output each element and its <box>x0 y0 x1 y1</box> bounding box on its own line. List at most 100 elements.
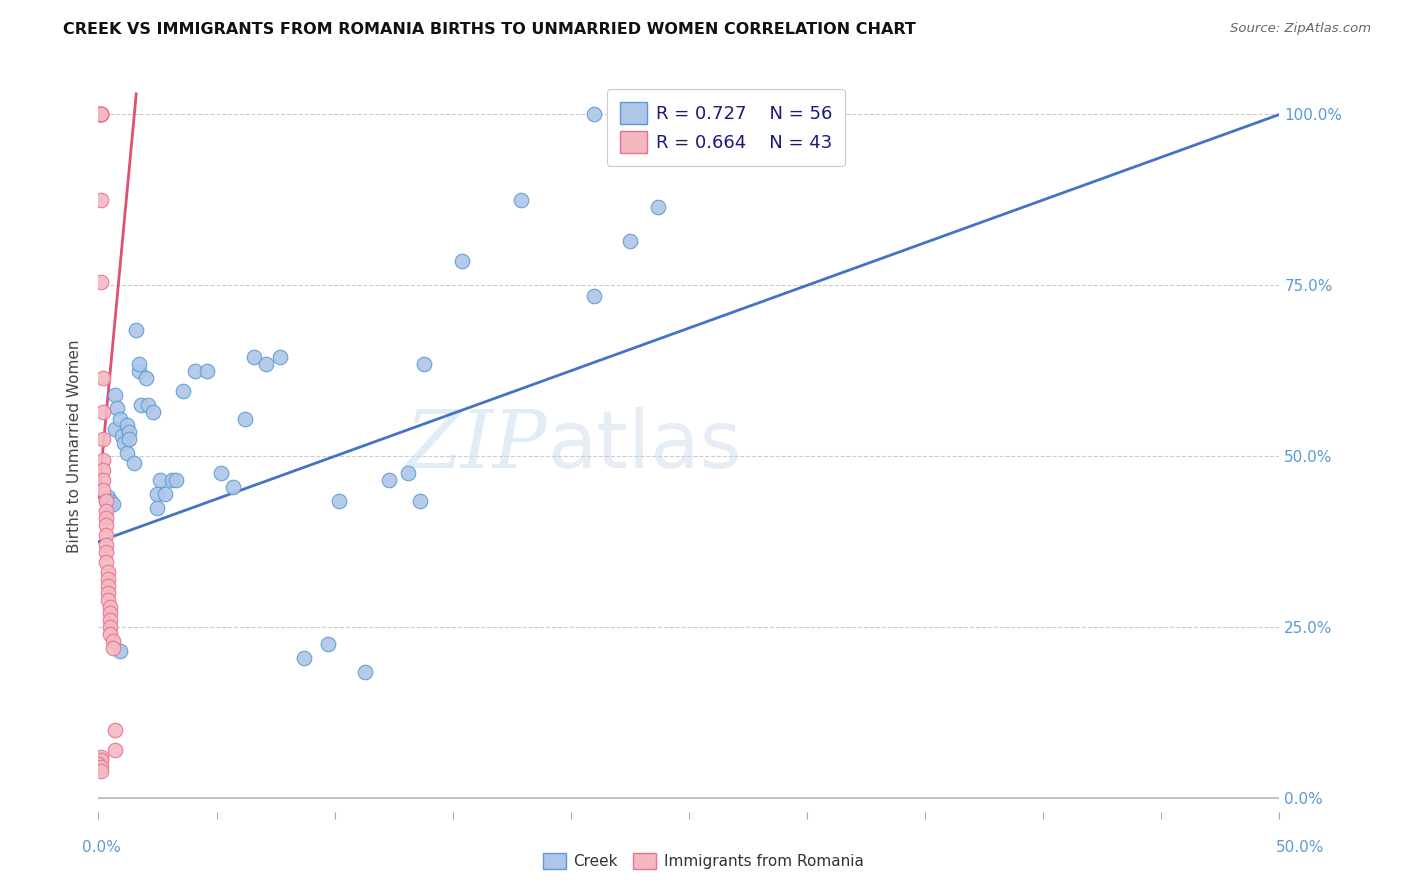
Point <box>118 432 141 446</box>
Point <box>97 592 120 607</box>
Text: 0.0%: 0.0% <box>82 840 121 855</box>
Point <box>165 473 187 487</box>
Point <box>94 510 117 524</box>
Point <box>135 370 157 384</box>
Point <box>90 107 112 121</box>
Point <box>90 760 112 774</box>
Point <box>146 487 169 501</box>
Point <box>118 425 141 440</box>
Point <box>269 350 291 364</box>
Point <box>408 493 430 508</box>
Point <box>647 200 669 214</box>
Point <box>90 193 112 207</box>
Point <box>583 107 606 121</box>
Point <box>104 743 127 757</box>
Point <box>128 364 150 378</box>
Point <box>98 607 121 621</box>
Point <box>91 370 114 384</box>
Point <box>94 538 117 552</box>
Point <box>209 467 232 481</box>
Point <box>115 446 138 460</box>
Point <box>98 627 121 641</box>
Point <box>184 364 207 378</box>
Point <box>172 384 194 399</box>
Text: 50.0%: 50.0% <box>1277 840 1324 855</box>
Point <box>94 493 117 508</box>
Point <box>98 613 121 627</box>
Point <box>87 107 110 121</box>
Point <box>97 572 120 586</box>
Point <box>142 405 165 419</box>
Point <box>90 107 112 121</box>
Text: atlas: atlas <box>547 407 741 485</box>
Point <box>101 633 124 648</box>
Point <box>105 401 128 416</box>
Point <box>94 528 117 542</box>
Point <box>90 275 112 289</box>
Point <box>91 452 114 467</box>
Point <box>451 254 474 268</box>
Point <box>101 640 124 655</box>
Point <box>90 107 112 121</box>
Point <box>396 467 419 481</box>
Point <box>378 473 401 487</box>
Point <box>146 500 169 515</box>
Text: CREEK VS IMMIGRANTS FROM ROMANIA BIRTHS TO UNMARRIED WOMEN CORRELATION CHART: CREEK VS IMMIGRANTS FROM ROMANIA BIRTHS … <box>63 22 917 37</box>
Point <box>87 107 110 121</box>
Point <box>583 288 606 302</box>
Legend: Creek, Immigrants from Romania: Creek, Immigrants from Romania <box>537 847 869 875</box>
Point <box>98 620 121 634</box>
Point <box>90 754 112 768</box>
Point <box>97 493 120 508</box>
Legend: R = 0.727    N = 56, R = 0.664    N = 43: R = 0.727 N = 56, R = 0.664 N = 43 <box>607 89 845 166</box>
Point <box>94 555 117 569</box>
Point <box>115 418 138 433</box>
Point <box>112 435 135 450</box>
Point <box>94 493 117 508</box>
Point <box>122 456 145 470</box>
Point <box>98 493 121 508</box>
Point <box>104 723 127 737</box>
Point <box>510 193 533 207</box>
Point <box>97 490 120 504</box>
Point <box>97 586 120 600</box>
Point <box>91 473 114 487</box>
Point <box>233 411 256 425</box>
Point <box>254 357 277 371</box>
Point <box>153 487 176 501</box>
Point <box>328 493 350 508</box>
Point <box>104 422 127 436</box>
Point <box>661 107 683 121</box>
Point <box>413 357 436 371</box>
Point <box>98 599 121 614</box>
Point <box>98 497 121 511</box>
Point <box>97 579 120 593</box>
Point <box>111 429 134 443</box>
Point <box>128 357 150 371</box>
Point <box>125 323 148 337</box>
Point <box>129 398 152 412</box>
Point <box>97 566 120 580</box>
Point <box>222 480 245 494</box>
Point <box>243 350 266 364</box>
Point <box>354 665 377 679</box>
Point <box>87 756 110 771</box>
Point <box>94 517 117 532</box>
Text: ZIP: ZIP <box>405 408 547 484</box>
Point <box>136 398 159 412</box>
Point <box>644 107 666 121</box>
Point <box>91 405 114 419</box>
Point <box>292 651 315 665</box>
Point <box>195 364 218 378</box>
Point <box>160 473 183 487</box>
Point <box>316 637 339 651</box>
Point <box>619 234 641 248</box>
Point <box>90 107 112 121</box>
Point <box>91 432 114 446</box>
Point <box>91 463 114 477</box>
Point <box>90 107 112 121</box>
Point <box>108 411 131 425</box>
Point <box>149 473 172 487</box>
Text: Source: ZipAtlas.com: Source: ZipAtlas.com <box>1230 22 1371 36</box>
Point <box>101 497 124 511</box>
